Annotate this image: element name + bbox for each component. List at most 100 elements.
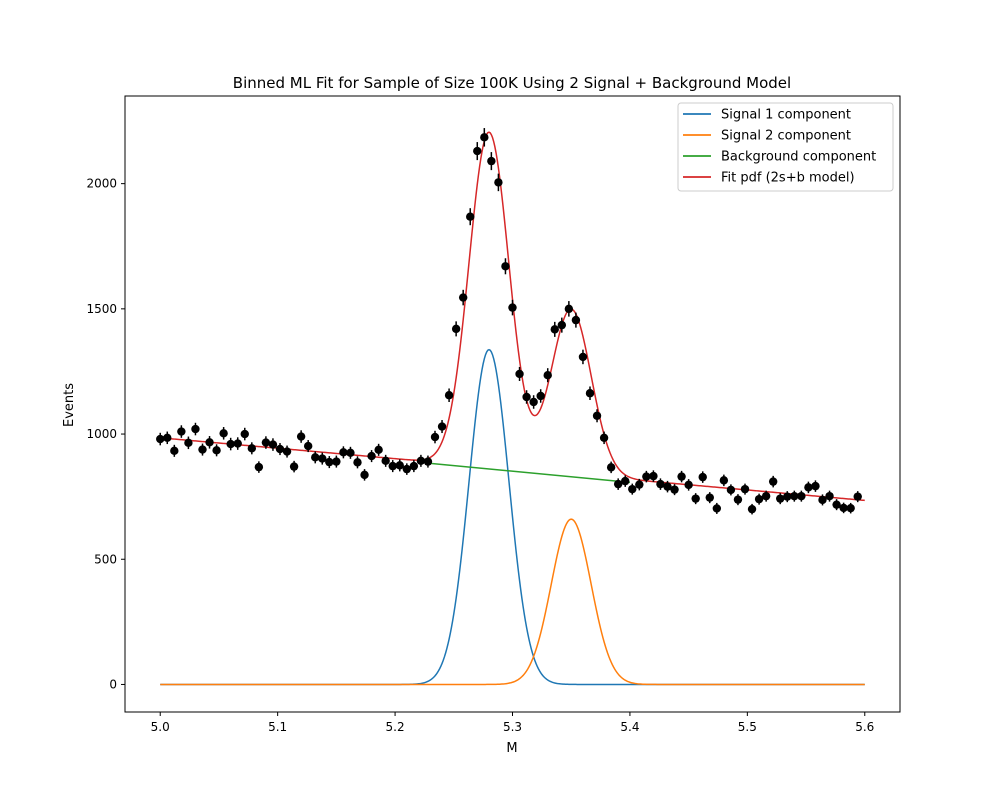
data-marker <box>649 471 658 481</box>
y-tick-label: 0 <box>109 677 117 691</box>
data-marker <box>437 422 447 431</box>
data-point <box>494 173 503 192</box>
signal-2-component-curve <box>160 518 865 686</box>
data-marker <box>247 444 257 453</box>
data-marker <box>522 392 531 402</box>
chart-title: Binned ML Fit for Sample of Size 100K Us… <box>233 74 791 92</box>
data-marker <box>261 438 271 447</box>
data-point <box>621 475 630 487</box>
data-point <box>261 436 271 449</box>
data-point <box>247 442 257 455</box>
data-point <box>282 445 292 458</box>
data-point <box>458 289 468 306</box>
data-marker <box>487 156 496 166</box>
y-axis-label: Events <box>62 383 77 427</box>
legend-label: Background component <box>721 150 876 165</box>
data-marker <box>663 482 672 491</box>
data-marker <box>494 178 503 187</box>
data-marker <box>212 446 221 455</box>
data-point <box>303 440 313 453</box>
data-point <box>853 491 862 503</box>
data-point <box>656 478 665 490</box>
data-point <box>332 455 341 468</box>
data-marker <box>761 491 771 501</box>
data-marker <box>353 458 362 467</box>
data-marker <box>754 494 764 504</box>
data-marker <box>318 454 327 463</box>
data-marker <box>219 429 228 438</box>
data-point <box>839 502 848 514</box>
data-marker <box>409 461 419 471</box>
data-marker <box>543 371 552 380</box>
data-point <box>846 502 855 514</box>
data-point <box>613 478 623 490</box>
data-point <box>466 208 475 226</box>
y-tick-label: 2000 <box>86 177 117 191</box>
data-marker <box>501 262 510 271</box>
data-marker <box>395 461 404 470</box>
y-axis-ticks: 0 500 1000 1500 2000 <box>86 177 125 691</box>
data-marker <box>846 503 855 513</box>
data-marker <box>473 146 482 156</box>
x-tick-label: 5.3 <box>503 720 522 734</box>
data-point <box>804 481 813 494</box>
data-marker <box>268 440 278 449</box>
data-marker <box>691 494 700 503</box>
data-marker <box>670 485 679 494</box>
data-point <box>747 503 757 515</box>
data-marker <box>402 464 412 474</box>
data-point <box>550 321 559 337</box>
data-marker <box>444 391 454 400</box>
x-tick-label: 5.5 <box>738 720 757 734</box>
data-point <box>761 490 771 502</box>
data-point <box>430 430 440 444</box>
data-marker <box>768 477 778 486</box>
data-point <box>508 299 517 316</box>
data-marker <box>677 472 686 481</box>
x-tick-label: 5.4 <box>620 720 639 734</box>
y-tick-label: 1000 <box>86 427 117 441</box>
data-point <box>402 463 412 475</box>
data-point <box>754 493 764 505</box>
data-point <box>740 483 750 495</box>
data-point <box>423 455 433 468</box>
data-point <box>444 388 454 402</box>
data-point <box>480 128 489 147</box>
x-tick-label: 5.0 <box>151 720 170 734</box>
data-point <box>776 493 785 505</box>
data-points <box>156 128 862 515</box>
data-marker <box>684 480 693 490</box>
data-marker <box>226 439 235 449</box>
data-marker <box>557 320 567 330</box>
data-marker <box>578 352 588 362</box>
data-marker <box>839 503 848 513</box>
data-point <box>790 490 799 502</box>
data-point <box>726 484 736 496</box>
data-point <box>346 446 355 459</box>
data-point <box>381 454 390 467</box>
data-marker <box>282 447 292 456</box>
data-point <box>156 432 165 446</box>
data-point <box>163 431 172 445</box>
data-point <box>240 427 249 441</box>
data-point <box>564 301 574 317</box>
data-marker <box>790 491 799 501</box>
data-marker <box>388 461 397 471</box>
data-marker <box>550 325 559 334</box>
data-marker <box>719 476 729 485</box>
data-point <box>451 321 461 337</box>
data-marker <box>360 470 369 480</box>
data-point <box>684 479 693 491</box>
data-marker <box>613 479 623 489</box>
data-point <box>719 474 729 487</box>
data-point <box>177 425 186 438</box>
legend-label: Signal 2 component <box>721 129 851 144</box>
data-marker <box>804 483 813 492</box>
x-tick-label: 5.1 <box>268 720 287 734</box>
data-marker <box>205 438 214 447</box>
data-point <box>733 494 743 506</box>
data-marker <box>430 432 440 442</box>
data-point <box>353 456 362 469</box>
data-marker <box>367 451 376 461</box>
